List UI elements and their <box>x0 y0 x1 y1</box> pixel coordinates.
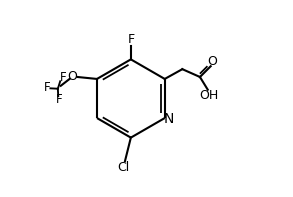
Text: O: O <box>208 55 218 68</box>
Text: F: F <box>59 72 66 85</box>
Text: N: N <box>164 112 174 126</box>
Text: Cl: Cl <box>117 162 129 174</box>
Text: F: F <box>55 93 62 106</box>
Text: F: F <box>127 33 134 46</box>
Text: O: O <box>68 70 77 83</box>
Text: OH: OH <box>199 89 218 102</box>
Text: F: F <box>44 81 50 94</box>
